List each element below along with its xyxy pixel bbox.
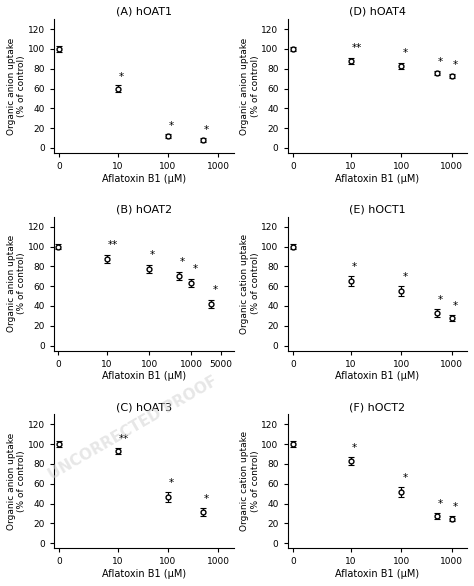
Text: *: * — [402, 473, 408, 483]
Text: *: * — [438, 295, 443, 305]
Text: *: * — [204, 125, 210, 135]
Text: *: * — [204, 493, 210, 503]
Text: *: * — [352, 443, 357, 453]
X-axis label: Aflatoxin B1 (μM): Aflatoxin B1 (μM) — [335, 569, 419, 579]
Text: **: ** — [352, 43, 362, 53]
Text: *: * — [212, 285, 218, 295]
X-axis label: Aflatoxin B1 (μM): Aflatoxin B1 (μM) — [102, 569, 186, 579]
Text: *: * — [352, 263, 357, 272]
Title: (D) hOAT4: (D) hOAT4 — [349, 7, 406, 17]
Title: (A) hOAT1: (A) hOAT1 — [116, 7, 172, 17]
Text: *: * — [453, 301, 458, 311]
Text: **: ** — [108, 240, 118, 250]
Title: (C) hOAT3: (C) hOAT3 — [116, 402, 172, 412]
Y-axis label: Organic anion uptake
(% of control): Organic anion uptake (% of control) — [7, 235, 27, 332]
Text: *: * — [150, 250, 155, 260]
Y-axis label: Organic anion uptake
(% of control): Organic anion uptake (% of control) — [7, 432, 27, 530]
Text: *: * — [118, 71, 124, 81]
X-axis label: Aflatoxin B1 (μM): Aflatoxin B1 (μM) — [102, 372, 186, 381]
Y-axis label: Organic anion uptake
(% of control): Organic anion uptake (% of control) — [7, 38, 27, 135]
Title: (B) hOAT2: (B) hOAT2 — [116, 205, 172, 214]
Text: *: * — [438, 57, 443, 67]
Text: *: * — [192, 264, 197, 274]
Y-axis label: Organic anion uptake
(% of control): Organic anion uptake (% of control) — [240, 38, 260, 135]
Text: *: * — [180, 257, 185, 267]
Title: (F) hOCT2: (F) hOCT2 — [349, 402, 405, 412]
Text: *: * — [169, 478, 174, 488]
Text: *: * — [438, 499, 443, 509]
Text: UNCORRECTED PROOF: UNCORRECTED PROOF — [46, 373, 220, 482]
X-axis label: Aflatoxin B1 (μM): Aflatoxin B1 (μM) — [335, 174, 419, 184]
Text: *: * — [402, 272, 408, 282]
Text: *: * — [453, 60, 458, 70]
Y-axis label: Organic cation uptake
(% of control): Organic cation uptake (% of control) — [240, 234, 260, 334]
X-axis label: Aflatoxin B1 (μM): Aflatoxin B1 (μM) — [102, 174, 186, 184]
Text: **: ** — [118, 434, 129, 444]
X-axis label: Aflatoxin B1 (μM): Aflatoxin B1 (μM) — [335, 372, 419, 381]
Title: (E) hOCT1: (E) hOCT1 — [349, 205, 406, 214]
Y-axis label: Organic cation uptake
(% of control): Organic cation uptake (% of control) — [240, 431, 260, 532]
Text: *: * — [169, 121, 174, 131]
Text: *: * — [402, 48, 408, 58]
Text: *: * — [453, 502, 458, 512]
